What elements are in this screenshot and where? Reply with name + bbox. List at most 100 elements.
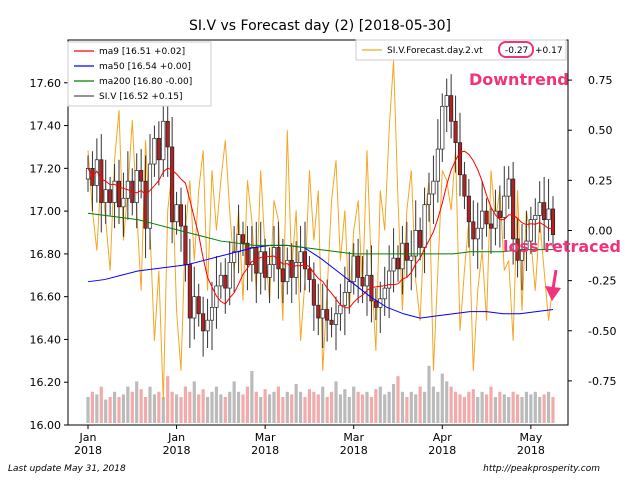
volume-bar: [369, 397, 374, 423]
volume-bar: [418, 386, 422, 423]
candle-body: [484, 210, 489, 225]
volume-bar: [542, 394, 546, 423]
volume-bar: [152, 394, 157, 423]
legend-right: SI.V.Forecast.day.2.vt -0.27 +0.17: [355, 39, 567, 61]
candle-body: [453, 120, 458, 144]
volume-bar: [484, 394, 489, 423]
volume-bar: [223, 397, 227, 423]
right-tick-label: -0.75: [588, 375, 616, 388]
candle-body: [223, 274, 228, 289]
candle-body: [134, 170, 139, 203]
volume-bar: [205, 397, 210, 423]
volume-bar: [338, 394, 343, 423]
volume-bar: [546, 391, 551, 423]
chart-title: SI.V vs Forecast day (2) [2018-05-30]: [189, 18, 451, 34]
candle-body: [333, 313, 339, 325]
candle-body: [537, 202, 542, 216]
candle-body: [174, 204, 179, 223]
volume-bar: [440, 373, 444, 423]
candle-body: [471, 221, 476, 240]
volume-bar: [126, 386, 130, 423]
candle-body: [542, 202, 547, 221]
candle-body: [280, 268, 285, 283]
volume-bar: [121, 394, 126, 423]
x-tick-label-month: Apr: [433, 431, 453, 444]
candle-body: [347, 281, 352, 293]
candle-body: [178, 204, 184, 227]
volume-bar: [520, 397, 524, 423]
volume-bar: [245, 386, 250, 423]
candle-body: [298, 251, 303, 263]
volume-bar: [524, 391, 529, 423]
volume-bar: [192, 381, 196, 423]
volume-bar: [449, 386, 453, 423]
volume-bar: [95, 394, 99, 423]
candle-body: [156, 138, 161, 161]
legend-ma9-label: ma9 [16.51 +0.02]: [99, 47, 185, 57]
volume-bar: [347, 397, 351, 423]
legend-left-box: [67, 41, 212, 107]
volume-bar: [303, 397, 307, 423]
volume-bar: [356, 391, 360, 423]
volume-bar: [166, 376, 170, 423]
legend-siv-label: SI.V [16.52 +0.15]: [99, 92, 182, 102]
volume-bar: [143, 397, 148, 423]
volume-bar: [507, 397, 511, 423]
volume-bar: [161, 397, 165, 423]
volume-bar: [99, 386, 103, 423]
volume-bar: [170, 391, 174, 423]
volume-bar: [130, 391, 134, 423]
forecast-series: [87, 60, 554, 401]
volume-bar: [321, 386, 325, 423]
candle-body: [121, 197, 126, 208]
volume-bar: [201, 389, 205, 423]
candle-body: [192, 296, 197, 319]
volume-bar: [263, 389, 267, 423]
volume-bar: [493, 397, 498, 423]
volume-bar: [334, 381, 338, 423]
candle-body: [289, 259, 294, 278]
annotation-loss-retraced: loss retraced: [503, 237, 621, 256]
annotation-downtrend: Downtrend: [469, 70, 569, 89]
legend-ma200-label: ma200 [16.80 -0.00]: [99, 77, 192, 87]
x-tick-label-month: Jan: [167, 431, 185, 444]
candle-body: [497, 210, 502, 218]
candle-body: [462, 174, 467, 197]
candle-body: [480, 210, 485, 229]
candle-body: [528, 219, 533, 242]
moving-averages: [87, 150, 554, 319]
volume-bar: [391, 384, 396, 423]
candle-body: [249, 247, 254, 265]
candle-body: [511, 178, 516, 240]
left-tick-label: 16.40: [30, 333, 62, 346]
volume-bar: [117, 397, 121, 423]
volume-bar: [183, 386, 188, 423]
candle-body: [431, 180, 436, 195]
volume-bar: [378, 386, 382, 423]
candle-body: [409, 255, 414, 261]
candle-body: [395, 257, 401, 270]
candle-body: [165, 120, 170, 148]
volume-bar: [489, 386, 493, 423]
candle-body: [263, 251, 268, 278]
candle-body: [351, 255, 356, 283]
candle-body: [232, 251, 237, 263]
volume-bar: [476, 397, 480, 423]
volume-bar: [148, 386, 152, 423]
legend-value-highlight: [498, 41, 534, 58]
x-tick-label-year: 2018: [163, 444, 191, 457]
candle-body: [475, 227, 480, 240]
candlesticks: [85, 74, 556, 357]
candle-body: [294, 262, 299, 278]
candle-body: [316, 304, 321, 319]
legend-ma50-label: ma50 [16.54 +0.00]: [99, 62, 191, 72]
annotation-arrow: [545, 269, 561, 301]
volume-bar: [511, 391, 515, 423]
candle-body: [502, 195, 507, 218]
volume-bar: [409, 391, 413, 423]
candle-body: [422, 204, 427, 248]
volume-bar: [383, 394, 387, 423]
volume-bar: [197, 394, 201, 423]
x-tick-label-year: 2018: [251, 444, 279, 457]
candle-body: [143, 180, 148, 229]
